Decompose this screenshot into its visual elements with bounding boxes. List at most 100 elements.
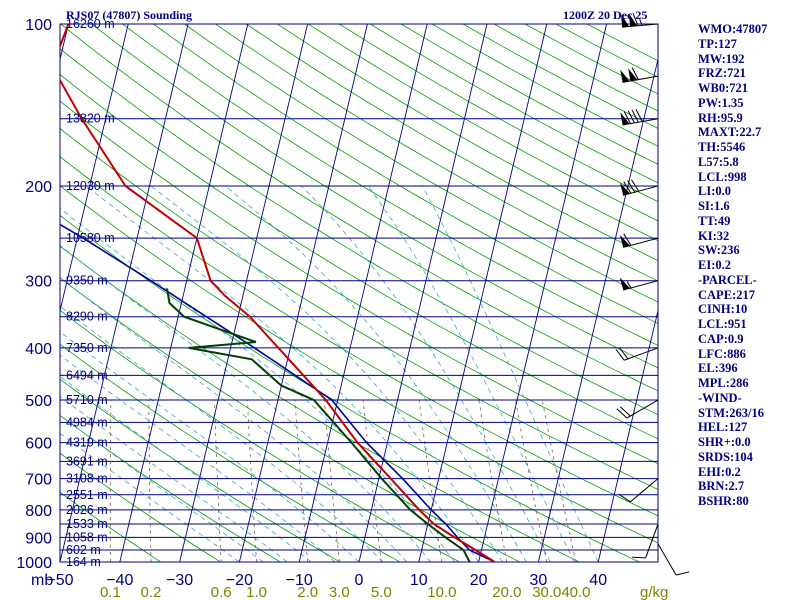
mixing-ratio-line bbox=[418, 399, 443, 562]
profiles bbox=[60, 24, 496, 562]
sounding-index: LCL:998 bbox=[698, 169, 747, 184]
dry-adiabat bbox=[60, 24, 658, 392]
sounding-index: EI:0.2 bbox=[698, 258, 731, 272]
isotherm bbox=[537, 57, 658, 562]
height-label: 2551 m bbox=[66, 488, 108, 502]
height-label: 13820 m bbox=[66, 112, 115, 126]
mixing-ratio-label: 0.2 bbox=[141, 584, 162, 600]
mixing-ratio-line bbox=[478, 399, 508, 562]
sounding-index: MW:192 bbox=[698, 51, 745, 66]
wind-barb bbox=[618, 478, 659, 503]
height-label: 3108 m bbox=[66, 472, 108, 486]
pressure-tick-label: 300 bbox=[25, 274, 52, 291]
sounding-index: CAP:0.9 bbox=[698, 331, 744, 346]
sounding-index: HEL:127 bbox=[698, 420, 748, 435]
sounding-index: FRZ:721 bbox=[698, 66, 746, 81]
temperature-tick-label: −10 bbox=[286, 572, 313, 589]
height-label: 9350 m bbox=[66, 274, 108, 288]
pressure-tick-label: 700 bbox=[25, 472, 52, 489]
mixing-ratio-label: 1.0 bbox=[246, 584, 267, 600]
sounding-index: MAXT:22.7 bbox=[698, 125, 762, 140]
isotherm bbox=[179, 24, 309, 562]
wind-barb bbox=[632, 523, 659, 559]
sounding-index: EL:396 bbox=[698, 361, 738, 376]
dewpoint-trace bbox=[166, 288, 471, 562]
sounding-time: 1200Z 20 Dec 25 bbox=[563, 8, 648, 22]
temperature-trace bbox=[60, 24, 496, 562]
isotherm bbox=[60, 24, 129, 313]
wind-barb bbox=[620, 109, 659, 126]
temperature-tick-label: 10 bbox=[410, 572, 428, 589]
mixing-ratio-line bbox=[362, 399, 382, 562]
mixing-ratio-label: 30.0 bbox=[532, 584, 561, 600]
sounding-index: KI:32 bbox=[698, 228, 730, 243]
temperature-tick-label: 20 bbox=[470, 572, 488, 589]
height-label: 3691 m bbox=[66, 454, 108, 468]
moist-adiabat bbox=[60, 331, 360, 562]
height-label: 164 m bbox=[66, 555, 101, 569]
isotherm bbox=[418, 24, 548, 562]
temperature-tick-label: −50 bbox=[46, 572, 73, 589]
sounding-index: RH:95.9 bbox=[698, 110, 743, 125]
isotherm bbox=[0, 24, 9, 562]
plot-border bbox=[59, 23, 659, 563]
station-title: RJS07 (47807) Sounding bbox=[66, 8, 193, 22]
height-label: 10580 m bbox=[66, 231, 115, 245]
mixing-ratio-label: 40.0 bbox=[561, 584, 590, 600]
height-label: 7350 m bbox=[66, 341, 108, 355]
mixing-ratio-line bbox=[324, 399, 340, 562]
temperature-tick-label: −20 bbox=[226, 572, 253, 589]
pressure-tick-label: 500 bbox=[25, 393, 52, 410]
sounding-index: BRN:2.7 bbox=[698, 479, 745, 494]
mixing-ratio-label: 5.0 bbox=[371, 584, 392, 600]
mixing-ratio-line bbox=[214, 399, 222, 562]
sounding-index: STM:263/16 bbox=[698, 405, 764, 420]
wind-barb bbox=[615, 347, 659, 361]
mixing-ratio-line bbox=[247, 399, 257, 562]
sounding-index: WB0:721 bbox=[698, 81, 748, 95]
mixing-ratio-label: 10.0 bbox=[427, 584, 456, 600]
height-label: 1533 m bbox=[66, 517, 108, 531]
dry-adiabat bbox=[60, 127, 658, 490]
isotherm bbox=[358, 24, 488, 562]
mixing-ratio-label: 20.0 bbox=[492, 584, 521, 600]
sounding-index: SI:1.6 bbox=[698, 199, 730, 213]
height-label: 4984 m bbox=[66, 415, 108, 429]
sounding-index: L57:5.8 bbox=[698, 154, 739, 169]
pressure-tick-label: 600 bbox=[25, 436, 52, 453]
parcel-trace bbox=[60, 223, 496, 562]
mixing-ratio-unit: g/kg bbox=[640, 584, 668, 600]
temperature-tick-label: 30 bbox=[530, 572, 548, 589]
isotherm bbox=[478, 24, 608, 562]
moist-adiabat bbox=[85, 185, 479, 562]
moist-adiabat bbox=[60, 432, 240, 562]
sounding-index: PW:1.35 bbox=[698, 95, 744, 110]
mixing-ratio-line bbox=[515, 399, 548, 562]
sounding-index: -WIND- bbox=[698, 390, 742, 405]
isotherm bbox=[60, 24, 189, 562]
wind-barb bbox=[616, 399, 659, 419]
height-label: 8290 m bbox=[66, 310, 108, 324]
wind-barb bbox=[657, 543, 690, 576]
sounding-index: LFC:886 bbox=[698, 346, 746, 361]
height-label: 5710 m bbox=[66, 393, 108, 407]
moist-adiabat bbox=[60, 277, 408, 562]
sounding-index: MPL:286 bbox=[698, 376, 749, 390]
wind-barb bbox=[621, 12, 659, 28]
pressure-tick-label: 800 bbox=[25, 503, 52, 520]
pressure-tick-label: 1000 bbox=[16, 555, 52, 572]
sounding-index: TT:49 bbox=[698, 213, 731, 228]
mixing-ratio-label: 0.6 bbox=[211, 584, 232, 600]
pressure-tick-label: 100 bbox=[25, 17, 52, 34]
height-label: 2026 m bbox=[66, 503, 108, 517]
pressure-tick-label: 900 bbox=[25, 530, 52, 547]
moist-adiabat bbox=[60, 305, 384, 562]
sounding-index: CAPE:217 bbox=[698, 287, 755, 302]
isotherm bbox=[597, 308, 658, 562]
height-label: 1058 m bbox=[66, 530, 108, 544]
mixing-ratio-line bbox=[294, 399, 309, 562]
sounding-index: TP:127 bbox=[698, 36, 737, 51]
temperature-tick-label: −30 bbox=[166, 572, 193, 589]
temperature-tick-label: 40 bbox=[589, 572, 607, 589]
